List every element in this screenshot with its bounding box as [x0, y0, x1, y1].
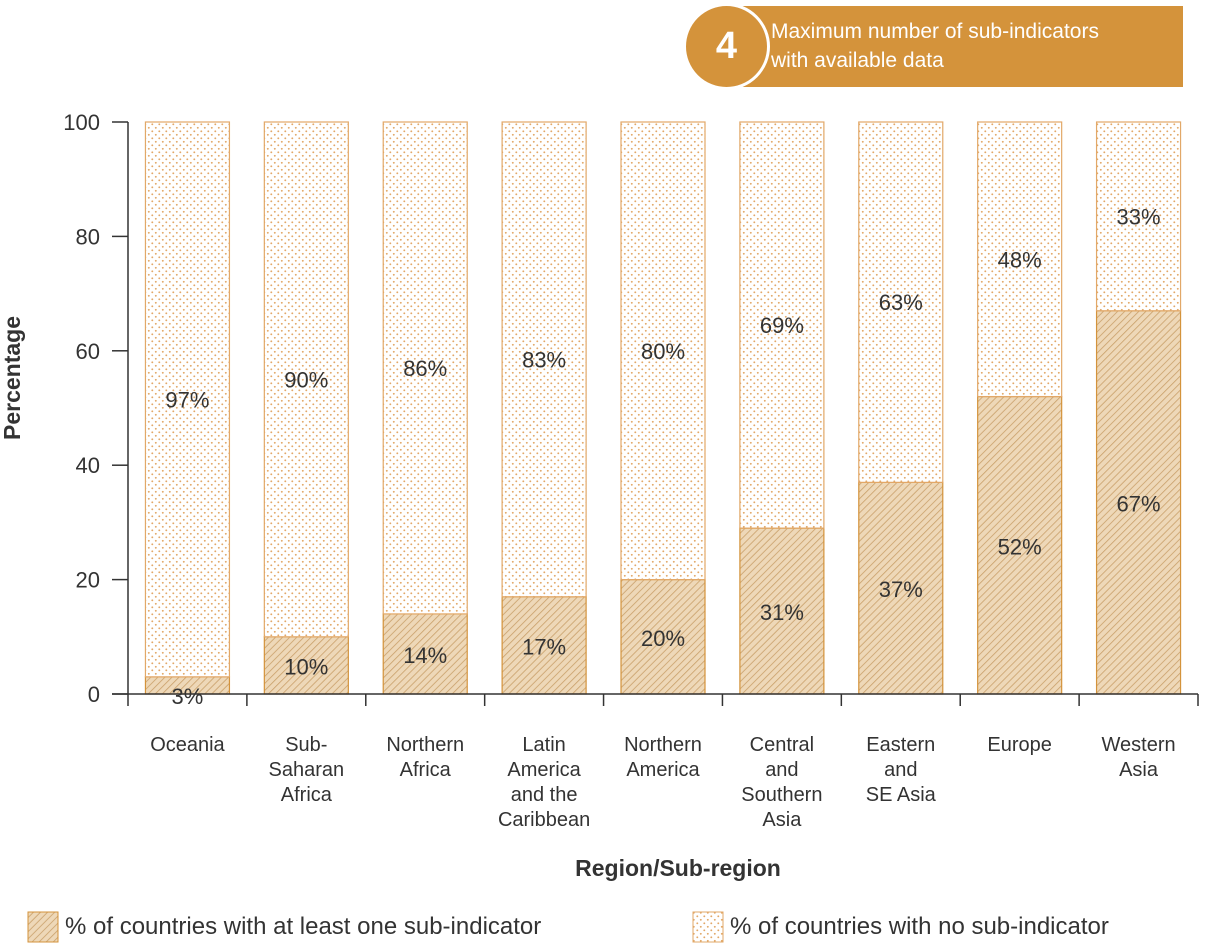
bar-no-subindicator [858, 121, 944, 483]
data-label-with: 3% [172, 684, 204, 709]
bar-no-subindicator [382, 121, 468, 615]
x-tick-label: Asia [762, 809, 802, 831]
x-tick-label: Eastern [866, 734, 935, 756]
badge-number: 4 [683, 3, 770, 90]
y-tick-label: 60 [76, 339, 100, 364]
max-subindicators-badge: 4 Maximum number of sub-indicators with … [683, 3, 1183, 90]
x-tick-label: Africa [400, 759, 452, 781]
x-tick-label: Caribbean [498, 809, 590, 831]
x-tick-label: and [765, 759, 798, 781]
x-tick-label: Northern [624, 734, 702, 756]
bar-with-subindicator [977, 395, 1063, 695]
bar-no-subindicator [501, 121, 587, 598]
badge-text: Maximum number of sub-indicators with av… [771, 20, 1099, 72]
y-tick-label: 100 [63, 110, 100, 135]
bar-no-subindicator [144, 121, 231, 678]
data-label-without: 69% [760, 313, 804, 338]
bar-with-subindicator [1095, 310, 1182, 695]
bar-no-subindicator [739, 121, 825, 529]
y-tick-label: 80 [76, 224, 100, 249]
x-tick-label: Sub- [285, 734, 327, 756]
data-label-without: 90% [284, 367, 328, 392]
legend-swatch-with [27, 911, 59, 943]
x-tick-label: Western [1102, 734, 1176, 756]
data-label-without: 48% [998, 247, 1042, 272]
x-tick-label: Africa [281, 784, 333, 806]
x-tick-label: Oceania [150, 734, 225, 756]
data-label-without: 97% [165, 387, 209, 412]
data-label-with: 14% [403, 643, 447, 668]
data-label-with: 37% [879, 577, 923, 602]
x-tick-label: Northern [386, 734, 464, 756]
data-label-without: 83% [522, 347, 566, 372]
bar-with-subindicator [858, 481, 944, 695]
y-tick-label: 0 [88, 682, 100, 707]
x-tick-label: America [507, 759, 581, 781]
data-label-with: 31% [760, 600, 804, 625]
data-label-with: 10% [284, 654, 328, 679]
data-label-without: 63% [879, 290, 923, 315]
legend-label-without: % of countries with no sub-indicator [730, 913, 1109, 940]
data-label-with: 17% [522, 634, 566, 659]
x-tick-label: and [884, 759, 917, 781]
x-tick-label: Europe [987, 734, 1052, 756]
bar-with-subindicator [501, 596, 587, 695]
x-tick-label: Latin [522, 734, 565, 756]
x-tick-label: Central [750, 734, 814, 756]
bar-no-subindicator [620, 121, 706, 581]
legend-label-with: % of countries with at least one sub-ind… [65, 913, 542, 940]
x-tick-label: and the [511, 784, 578, 806]
data-label-without: 86% [403, 356, 447, 381]
x-axis-title: Region/Sub-region [575, 855, 781, 881]
y-axis-title: Percentage [0, 316, 25, 440]
data-label-without: 33% [1117, 204, 1161, 229]
legend-item-with: % of countries with at least one sub-ind… [27, 908, 541, 946]
data-label-with: 20% [641, 626, 685, 651]
bar-no-subindicator [977, 121, 1063, 398]
data-label-with: 67% [1117, 491, 1161, 516]
badge-banner [731, 6, 1183, 87]
y-tick-label: 40 [76, 453, 100, 478]
y-tick-label: 20 [76, 568, 100, 593]
data-label-without: 80% [641, 339, 685, 364]
bar-no-subindicator [263, 121, 349, 638]
x-tick-label: Asia [1119, 759, 1159, 781]
legend-swatch-without [692, 911, 724, 943]
x-tick-label: SE Asia [866, 784, 937, 806]
bar-with-subindicator [739, 527, 825, 695]
x-tick-label: Saharan [269, 759, 345, 781]
bar-with-subindicator [620, 578, 706, 695]
x-tick-label: Southern [741, 784, 822, 806]
legend-item-without: % of countries with no sub-indicator [692, 908, 1109, 946]
data-label-with: 52% [998, 534, 1042, 559]
x-tick-label: America [626, 759, 700, 781]
bar-no-subindicator [1095, 121, 1182, 312]
bar-with-subindicator [263, 636, 349, 695]
